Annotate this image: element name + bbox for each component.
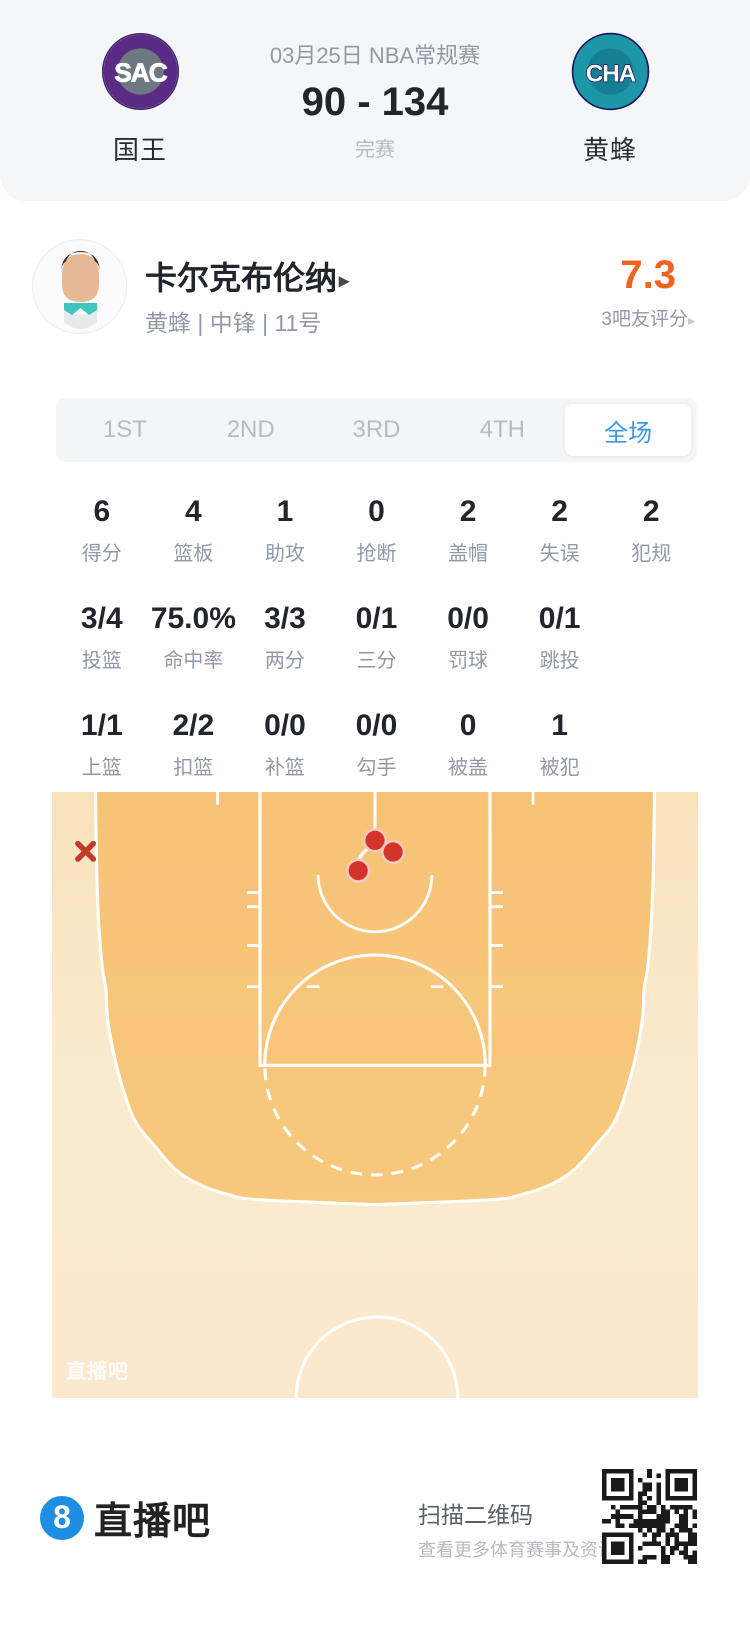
svg-text:CHA: CHA	[585, 61, 635, 88]
svg-text:SAC: SAC	[114, 58, 167, 88]
